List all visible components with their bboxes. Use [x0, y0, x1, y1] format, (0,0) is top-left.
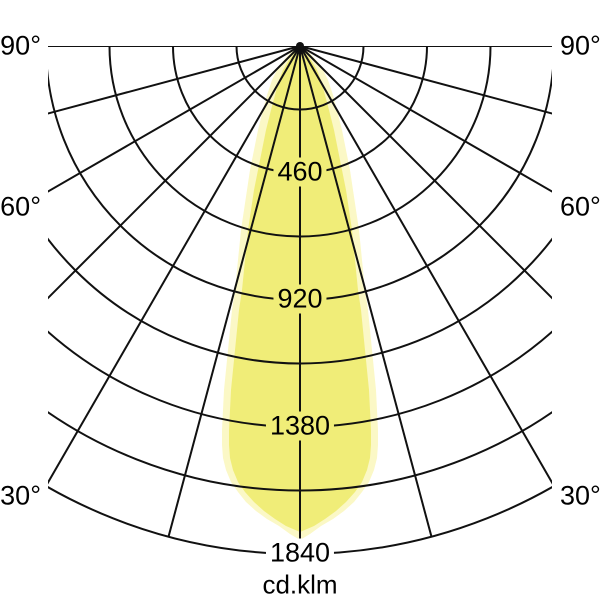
angle-gridlines [48, 46, 552, 554]
ring-label-1840: 1840 [265, 538, 335, 568]
angle-label-30-right: 30° [560, 480, 600, 511]
angle-label-60-left: 60° [0, 191, 41, 222]
angle-label-90-right: 90° [560, 30, 600, 61]
angle-gridline-75 [299, 46, 552, 115]
angle-label-30-left: 30° [0, 480, 41, 511]
angle-gridline-15 [299, 46, 433, 537]
angle-gridline--30 [48, 46, 301, 485]
angle-gridline-60 [299, 46, 552, 193]
origin-point [296, 42, 304, 50]
unit-label: cd.klm [262, 569, 338, 600]
angle-gridline-45 [299, 46, 552, 300]
angle-gridline--15 [167, 46, 301, 537]
ring-label-1380: 1380 [265, 411, 335, 441]
angle-gridline--60 [48, 46, 301, 193]
angle-label-90-left: 90° [0, 30, 41, 61]
angle-label-60-right: 60° [560, 191, 600, 222]
ring-label-920: 920 [273, 284, 327, 314]
angle-gridline-30 [299, 46, 552, 485]
angle-gridline--75 [48, 46, 301, 115]
ring-label-460: 460 [273, 157, 327, 187]
angle-gridline--45 [48, 46, 301, 300]
